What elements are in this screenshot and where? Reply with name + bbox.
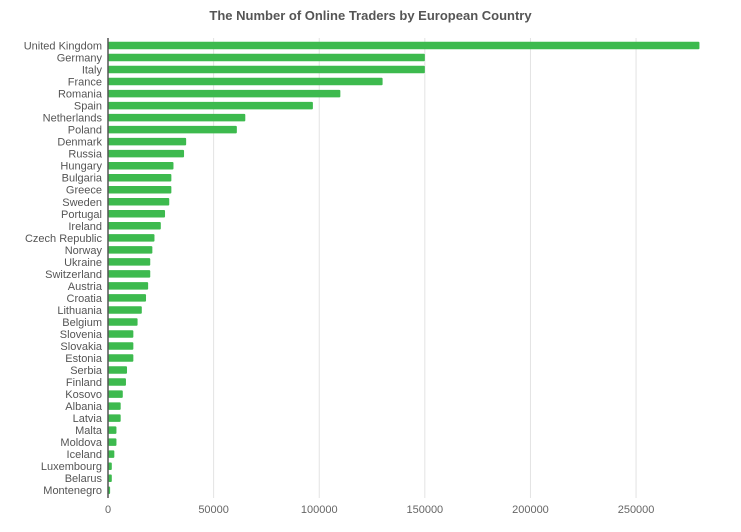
category-label: Ukraine xyxy=(64,257,102,269)
category-label: Luxembourg xyxy=(41,461,102,473)
category-label: Portugal xyxy=(61,209,102,221)
category-label: United Kingdom xyxy=(24,41,102,53)
category-label: Iceland xyxy=(67,449,102,461)
category-label: Netherlands xyxy=(43,113,103,125)
bar xyxy=(108,198,170,206)
category-label: Slovenia xyxy=(60,329,103,341)
category-label: Serbia xyxy=(70,365,103,377)
category-label: Czech Republic xyxy=(25,233,103,245)
bar xyxy=(108,462,112,470)
bar xyxy=(108,41,700,50)
bar xyxy=(108,222,161,230)
category-label: Switzerland xyxy=(45,269,102,281)
category-label: Germany xyxy=(57,53,103,65)
bar xyxy=(108,390,123,398)
bar xyxy=(108,101,313,110)
bar xyxy=(108,246,153,254)
category-label: Estonia xyxy=(65,353,103,365)
x-tick-label: 0 xyxy=(105,504,111,516)
bar xyxy=(108,65,425,74)
bar xyxy=(108,137,187,146)
bars-group xyxy=(108,41,700,494)
category-label: Moldova xyxy=(60,437,102,449)
bar xyxy=(108,426,117,434)
category-label: Ireland xyxy=(68,221,102,233)
category-label: Greece xyxy=(66,185,102,197)
bar xyxy=(108,53,425,62)
bar xyxy=(108,185,172,194)
category-label: Albania xyxy=(65,401,103,413)
bar xyxy=(108,113,246,122)
bar xyxy=(108,89,341,98)
bar xyxy=(108,342,134,350)
bar xyxy=(108,474,112,482)
bar xyxy=(108,402,121,410)
category-label: Croatia xyxy=(67,293,103,305)
bar xyxy=(108,234,155,242)
category-label: Kosovo xyxy=(65,389,102,401)
category-label: Belgium xyxy=(62,317,102,329)
bar xyxy=(108,125,237,134)
category-label: Spain xyxy=(74,101,102,113)
grid-lines xyxy=(213,38,637,498)
x-tick-label: 200000 xyxy=(512,504,549,516)
category-label: Malta xyxy=(75,425,103,437)
bar xyxy=(108,318,138,326)
category-label: Bulgaria xyxy=(62,173,103,185)
category-label: France xyxy=(68,77,102,89)
bar xyxy=(108,258,151,266)
bar xyxy=(108,438,117,446)
bar xyxy=(108,354,134,362)
category-label: Belarus xyxy=(65,473,103,485)
category-label: Latvia xyxy=(73,413,103,425)
category-label: Hungary xyxy=(60,161,102,173)
bar xyxy=(108,270,151,278)
category-label: Sweden xyxy=(62,197,102,209)
bar xyxy=(108,450,115,458)
bar xyxy=(108,378,126,386)
category-label: Italy xyxy=(82,65,103,77)
x-tick-label: 250000 xyxy=(618,504,655,516)
category-label: Finland xyxy=(66,377,102,389)
bar xyxy=(108,161,174,170)
category-label: Poland xyxy=(68,125,102,137)
bar xyxy=(108,282,149,290)
bar xyxy=(108,77,383,86)
category-label: Lithuania xyxy=(57,305,103,317)
category-label: Denmark xyxy=(57,137,102,149)
category-label: Austria xyxy=(68,281,103,293)
bar xyxy=(108,414,121,422)
bar xyxy=(108,210,166,218)
x-tick-label: 150000 xyxy=(406,504,443,516)
category-label: Slovakia xyxy=(60,341,102,353)
category-label: Norway xyxy=(65,245,103,257)
x-tick-label: 100000 xyxy=(301,504,338,516)
bar xyxy=(108,294,147,302)
category-label: Montenegro xyxy=(43,485,102,497)
x-tick-label: 50000 xyxy=(198,504,229,516)
category-label: Romania xyxy=(58,89,103,101)
category-label: Russia xyxy=(68,149,103,161)
x-tick-labels: 0 50000 100000 150000 200000 250000 xyxy=(105,504,654,516)
bar xyxy=(108,173,172,182)
bar xyxy=(108,330,134,338)
bar xyxy=(108,306,142,314)
bar xyxy=(108,366,128,374)
bar xyxy=(108,149,185,158)
chart-title: The Number of Online Traders by European… xyxy=(209,8,532,23)
category-labels: United KingdomGermanyItalyFranceRomaniaS… xyxy=(24,41,103,498)
